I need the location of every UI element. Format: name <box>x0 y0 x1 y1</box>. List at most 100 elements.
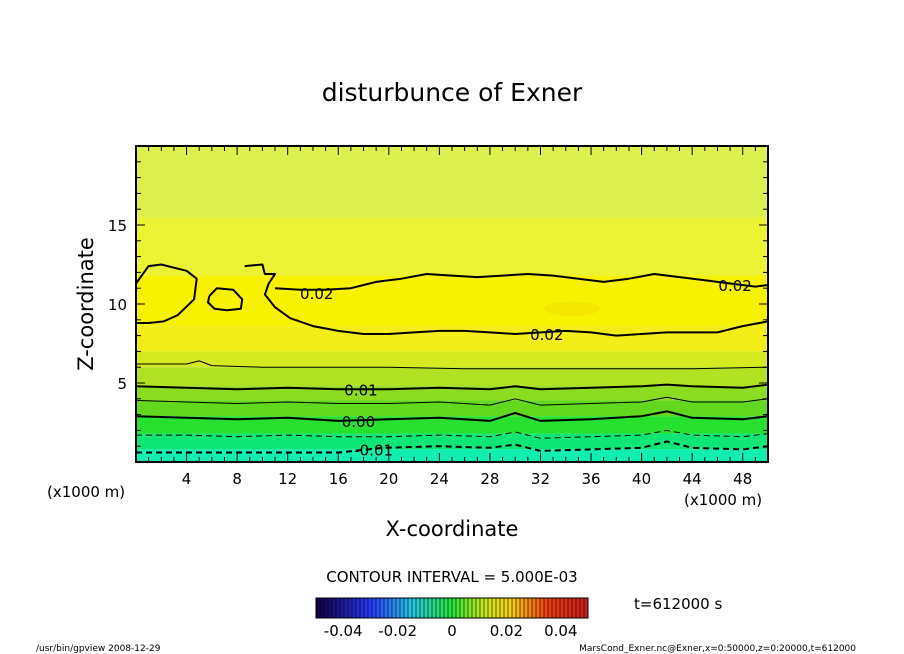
colorbar-cell <box>368 598 372 618</box>
x-tick-label: 28 <box>480 470 499 488</box>
colorbar-cell <box>452 598 456 618</box>
colorbar-tick-label: -0.02 <box>378 622 417 640</box>
colorbar-cell <box>428 598 432 618</box>
x-tick-label: 32 <box>531 470 550 488</box>
y-tick-label: 5 <box>117 375 127 393</box>
colorbar-cell <box>476 598 480 618</box>
colorbar-cell <box>364 598 368 618</box>
fill-band <box>136 217 768 276</box>
x-tick-label: 12 <box>278 470 297 488</box>
colorbar-cell <box>376 598 380 618</box>
colorbar-cell <box>456 598 460 618</box>
colorbar-cell <box>372 598 376 618</box>
colorbar-cell <box>432 598 436 618</box>
colorbar-cell <box>404 598 408 618</box>
contour-line <box>136 429 769 439</box>
colorbar-cell <box>356 598 360 618</box>
colorbar-cell <box>496 598 500 618</box>
colorbar-cell <box>480 598 484 618</box>
colorbar-cell <box>444 598 448 618</box>
colorbar-cell <box>512 598 516 618</box>
x-tick-label: 36 <box>581 470 600 488</box>
x-tick-label: 48 <box>733 470 752 488</box>
colorbar-cell <box>580 598 584 618</box>
fill-band <box>136 386 768 401</box>
colorbar-tick-label: 0 <box>447 622 457 640</box>
contour-interval-text: CONTOUR INTERVAL = 5.000E-03 <box>326 568 577 586</box>
x-axis-ticks: 4 8 12 16 20 24 28 32 36 40 44 48 <box>148 146 756 488</box>
colorbar-cell <box>524 598 528 618</box>
colorbar-cell <box>332 598 336 618</box>
contour-line <box>244 263 769 337</box>
colorbar-cell <box>440 598 444 618</box>
contour-line <box>135 383 769 391</box>
contour-label: 0.02 <box>300 285 333 303</box>
colorbar-cell <box>436 598 440 618</box>
max-core-region <box>544 301 601 316</box>
fill-band <box>136 367 768 387</box>
colorbar-cell <box>544 598 548 618</box>
contour-label: 0.00 <box>342 413 375 431</box>
colorbar-cell <box>516 598 520 618</box>
colorbar-tick-label: -0.04 <box>324 622 363 640</box>
colorbar-cell <box>536 598 540 618</box>
footer-left: /usr/bin/gpview 2008-12-29 <box>36 644 161 654</box>
x-tick-label: 16 <box>329 470 348 488</box>
x-axis-label: X-coordinate <box>386 517 519 541</box>
colorbar-cell <box>328 598 332 618</box>
colorbar-cell <box>424 598 428 618</box>
x-unit-right: (x1000 m) <box>684 491 762 509</box>
colorbar-cell <box>416 598 420 618</box>
colorbar-cell <box>392 598 396 618</box>
colorbar-cell <box>532 598 536 618</box>
colorbar-cell <box>576 598 580 618</box>
colorbar-frame <box>315 597 589 619</box>
colorbar-cell <box>344 598 348 618</box>
colorbar-cell <box>412 598 416 618</box>
colorbar-cell <box>472 598 476 618</box>
contour-line <box>207 287 244 312</box>
contour-label: 0.01 <box>344 381 377 399</box>
colorbar-cell <box>336 598 340 618</box>
colorbar-cell <box>348 598 352 618</box>
contour-line <box>274 273 769 291</box>
fill-band <box>136 351 768 368</box>
colorbar-cell <box>528 598 532 618</box>
fill-band <box>136 275 768 327</box>
x-unit-left: (x1000 m) <box>47 483 125 501</box>
colorbar-cell <box>340 598 344 618</box>
x-tick-label: 24 <box>430 470 449 488</box>
colorbar-cell <box>564 598 568 618</box>
x-tick-label: 44 <box>683 470 702 488</box>
contour-label: -0.01 <box>354 441 393 459</box>
contour-lines <box>135 263 769 454</box>
y-axis-ticks: 5 10 15 <box>108 161 768 447</box>
colorbar-cell <box>420 598 424 618</box>
colorbar-cell <box>520 598 524 618</box>
y-tick-label: 10 <box>108 296 127 314</box>
plot-area <box>136 146 768 462</box>
colorbar-cell <box>464 598 468 618</box>
colorbar-cell <box>548 598 552 618</box>
colorbar-cell <box>396 598 400 618</box>
fill-band <box>136 449 768 462</box>
fill-band <box>136 146 768 218</box>
x-tick-label: 4 <box>182 470 192 488</box>
colorbar-cell <box>460 598 464 618</box>
colorbar-cell <box>568 598 572 618</box>
colorbar-labels: -0.04 -0.02 0 0.02 0.04 <box>324 622 578 640</box>
colorbar-cell <box>556 598 560 618</box>
colorbar-cell <box>584 598 588 618</box>
fill-band <box>136 400 768 417</box>
colorbar-cell <box>540 598 544 618</box>
colorbar-cell <box>388 598 392 618</box>
footer-right: MarsCond_Exner.nc@Exner,x=0:50000,z=0:20… <box>579 644 856 654</box>
colorbar-cell <box>572 598 576 618</box>
contour-label: 0.02 <box>718 277 751 295</box>
x-tick-label: 20 <box>379 470 398 488</box>
colorbar-cell <box>408 598 412 618</box>
colorbar-cell <box>316 598 320 618</box>
colorbar-cell <box>324 598 328 618</box>
colorbar-cell <box>384 598 388 618</box>
